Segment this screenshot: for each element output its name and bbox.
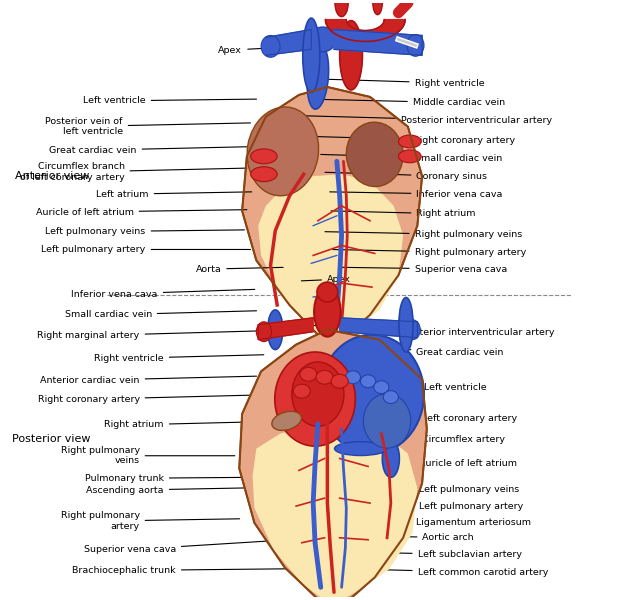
Ellipse shape (346, 122, 403, 187)
Ellipse shape (317, 282, 338, 302)
Text: Aorta: Aorta (195, 265, 283, 274)
Polygon shape (253, 421, 417, 600)
Text: Right coronary artery: Right coronary artery (316, 136, 515, 145)
Polygon shape (242, 87, 422, 350)
Ellipse shape (405, 320, 420, 340)
Ellipse shape (251, 167, 277, 182)
Ellipse shape (292, 362, 344, 427)
Text: Ligamentum arteriosum: Ligamentum arteriosum (330, 518, 531, 527)
Text: Left pulmonary veins: Left pulmonary veins (330, 485, 519, 494)
Text: Right pulmonary veins: Right pulmonary veins (325, 230, 522, 239)
Text: Pulmonary trunk: Pulmonary trunk (85, 474, 273, 483)
Text: Middle cardiac vein: Middle cardiac vein (309, 98, 505, 107)
Polygon shape (325, 20, 405, 41)
Ellipse shape (334, 442, 387, 455)
Text: Auricle of left atrium: Auricle of left atrium (329, 459, 517, 468)
Polygon shape (339, 318, 417, 338)
Ellipse shape (256, 322, 272, 341)
Text: Left pulmonary artery: Left pulmonary artery (41, 245, 251, 254)
Text: Left pulmonary veins: Left pulmonary veins (45, 227, 244, 236)
Ellipse shape (364, 394, 411, 448)
Text: Small cardiac vein: Small cardiac vein (321, 154, 502, 163)
Text: Apex: Apex (218, 46, 281, 55)
Ellipse shape (316, 370, 333, 384)
Text: Posterior vein of
left ventricle: Posterior vein of left ventricle (45, 117, 251, 136)
Ellipse shape (320, 335, 424, 454)
Ellipse shape (398, 150, 421, 163)
Text: Left ventricle: Left ventricle (83, 97, 256, 106)
Polygon shape (258, 174, 403, 343)
Text: Ascending aorta: Ascending aorta (86, 486, 279, 495)
Ellipse shape (309, 27, 336, 52)
Text: Anterior cardiac vein: Anterior cardiac vein (40, 376, 256, 385)
Ellipse shape (407, 34, 424, 56)
Ellipse shape (314, 287, 341, 337)
Ellipse shape (383, 391, 398, 404)
Text: Left subclavian artery: Left subclavian artery (348, 550, 522, 559)
Ellipse shape (398, 135, 421, 148)
Ellipse shape (382, 440, 399, 478)
Ellipse shape (268, 310, 283, 350)
Ellipse shape (293, 384, 310, 398)
Polygon shape (334, 29, 422, 55)
Text: Posterior view: Posterior view (13, 434, 91, 444)
Text: Superior vena cava: Superior vena cava (84, 541, 270, 554)
Polygon shape (266, 29, 311, 55)
Ellipse shape (339, 20, 362, 90)
Ellipse shape (275, 352, 355, 446)
Ellipse shape (331, 374, 348, 388)
Text: Right pulmonary
artery: Right pulmonary artery (61, 511, 240, 531)
Ellipse shape (307, 45, 329, 109)
Text: Posterior interventricular artery: Posterior interventricular artery (304, 116, 552, 125)
Text: Circumflex branch
of left coronary artery: Circumflex branch of left coronary arter… (20, 163, 247, 182)
Text: Right atrium: Right atrium (331, 209, 476, 218)
Ellipse shape (335, 0, 348, 17)
Text: Left pulmonary artery: Left pulmonary artery (330, 502, 523, 511)
Ellipse shape (247, 107, 318, 196)
Text: Anterior view: Anterior view (15, 171, 89, 181)
Text: Inferior vena cava: Inferior vena cava (330, 190, 503, 199)
Ellipse shape (345, 371, 360, 384)
Text: Small cardiac vein: Small cardiac vein (64, 310, 256, 319)
Ellipse shape (261, 35, 280, 57)
Ellipse shape (374, 381, 389, 394)
Text: Inferior vena cava: Inferior vena cava (71, 289, 255, 299)
Text: Aortic arch: Aortic arch (336, 533, 474, 542)
Polygon shape (239, 330, 427, 600)
Text: Right ventricle: Right ventricle (94, 354, 263, 363)
Ellipse shape (300, 367, 317, 381)
Text: Right marginal artery: Right marginal artery (38, 331, 256, 340)
Text: Anterior interventricular artery: Anterior interventricular artery (304, 325, 554, 337)
Text: Coronary sinus: Coronary sinus (325, 172, 487, 181)
Text: Left atrium: Left atrium (96, 190, 252, 199)
Ellipse shape (399, 298, 413, 352)
Text: Left ventricle: Left ventricle (329, 383, 486, 392)
Text: Superior vena cava: Superior vena cava (342, 265, 507, 274)
Text: Great cardiac vein: Great cardiac vein (316, 345, 504, 357)
Polygon shape (258, 318, 313, 340)
Text: Auricle of left atrium: Auricle of left atrium (36, 208, 247, 217)
Text: Right coronary artery: Right coronary artery (38, 395, 251, 404)
Text: Great cardiac vein: Great cardiac vein (49, 146, 251, 155)
Ellipse shape (303, 18, 320, 92)
Text: Right atrium: Right atrium (105, 421, 252, 430)
Text: Right pulmonary
veins: Right pulmonary veins (61, 446, 235, 466)
Text: Circumflex artery: Circumflex artery (325, 435, 505, 444)
Ellipse shape (360, 375, 376, 388)
Ellipse shape (272, 412, 301, 430)
Ellipse shape (373, 0, 382, 14)
Text: Left coronary artery: Left coronary artery (319, 414, 517, 424)
Text: Apex: Apex (301, 275, 351, 284)
Ellipse shape (251, 149, 277, 164)
Text: Right pulmonary artery: Right pulmonary artery (333, 248, 526, 257)
Text: Brachiocephalic trunk: Brachiocephalic trunk (72, 566, 297, 575)
Text: Left common carotid artery: Left common carotid artery (342, 568, 548, 577)
Text: Right ventricle: Right ventricle (316, 79, 484, 88)
